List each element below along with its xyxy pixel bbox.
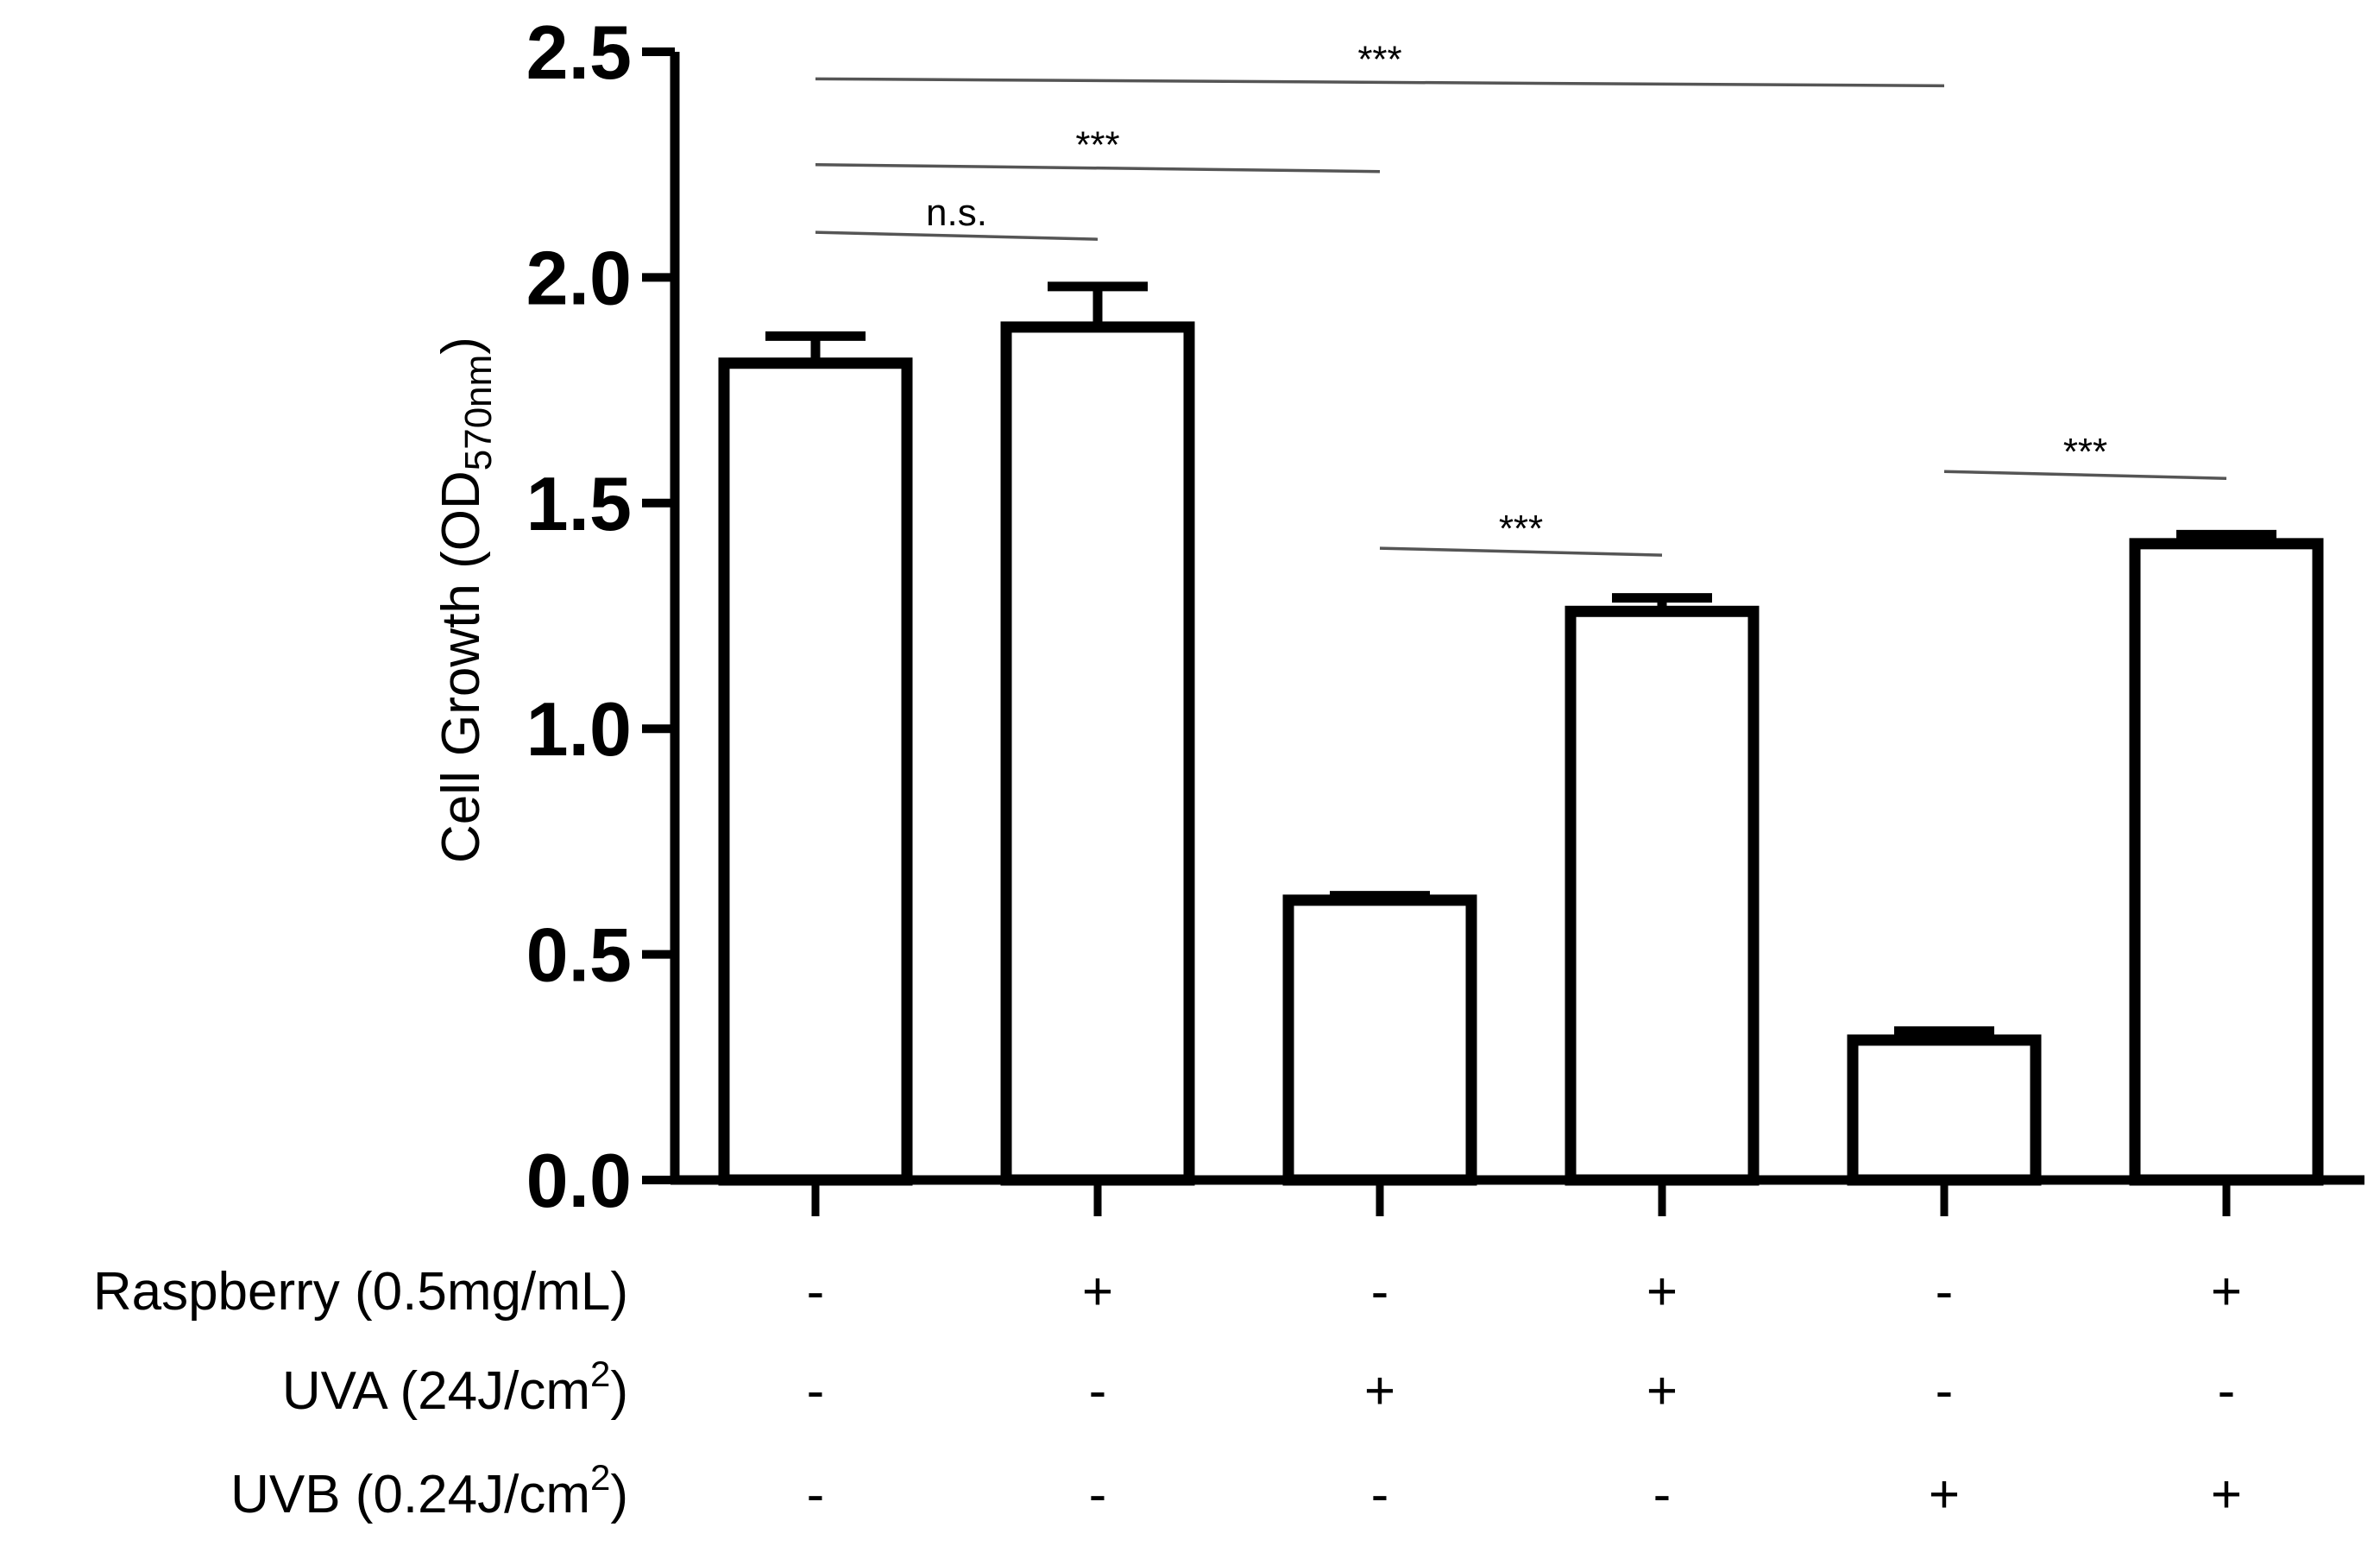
y-axis-title: Cell Growth (OD570nm) bbox=[431, 337, 500, 863]
condition-sign: - bbox=[1089, 1465, 1107, 1524]
significance-line bbox=[1943, 470, 2227, 480]
bars bbox=[718, 281, 2324, 1186]
y-axis-label: Cell Growth (OD570nm) bbox=[431, 337, 500, 863]
x-axis bbox=[671, 1175, 2364, 1216]
y-tick-label: 0.5 bbox=[526, 912, 632, 998]
condition-sign: + bbox=[1364, 1361, 1395, 1421]
condition-sign: + bbox=[2211, 1262, 2242, 1322]
condition-sign: + bbox=[1646, 1262, 1678, 1322]
condition-sign: - bbox=[807, 1465, 825, 1524]
y-tick-label: 0.0 bbox=[526, 1138, 632, 1223]
y-tick-label: 2.5 bbox=[526, 9, 632, 95]
significance-annotations: n.s. *** *** *** *** bbox=[815, 38, 2227, 557]
significance-line bbox=[815, 230, 1099, 241]
bar bbox=[1282, 894, 1477, 1186]
condition-sign: - bbox=[1936, 1262, 1954, 1322]
bar bbox=[1000, 321, 1195, 1186]
significance-line bbox=[815, 162, 1381, 174]
y-tick-label: 1.5 bbox=[526, 461, 632, 546]
y-tick-label: 1.0 bbox=[526, 686, 632, 772]
condition-label: Raspberry (0.5mg/mL) bbox=[93, 1262, 628, 1322]
significance-line bbox=[815, 77, 1945, 88]
significance-label: n.s. bbox=[926, 192, 987, 234]
condition-label: UVB (0.24J/cm2) bbox=[230, 1457, 628, 1524]
condition-sign: - bbox=[1653, 1465, 1672, 1524]
condition-sign: + bbox=[1929, 1465, 1960, 1524]
y-axis: 0.0 0.5 1.0 1.5 2.0 2.5 bbox=[526, 9, 680, 1223]
condition-sign: - bbox=[807, 1361, 825, 1421]
y-tick-label: 2.0 bbox=[526, 235, 632, 320]
condition-sign: - bbox=[1371, 1262, 1389, 1322]
condition-label: UVA (24J/cm2) bbox=[282, 1354, 628, 1421]
bar bbox=[1565, 605, 1760, 1186]
condition-sign: + bbox=[1646, 1361, 1678, 1421]
significance-line bbox=[1379, 546, 1663, 557]
condition-sign: - bbox=[1371, 1465, 1389, 1524]
condition-sign: - bbox=[2218, 1361, 2236, 1421]
condition-sign: + bbox=[2211, 1465, 2242, 1524]
significance-label: *** bbox=[2063, 431, 2107, 473]
condition-sign: - bbox=[1089, 1361, 1107, 1421]
bar bbox=[718, 357, 913, 1186]
bar bbox=[1847, 1034, 2042, 1186]
significance-label: *** bbox=[1075, 124, 1119, 167]
bar bbox=[2129, 538, 2324, 1186]
significance-label: *** bbox=[1499, 508, 1543, 550]
condition-sign: - bbox=[1936, 1361, 1954, 1421]
condition-sign: - bbox=[807, 1262, 825, 1322]
significance-label: *** bbox=[1357, 38, 1401, 80]
condition-sign: + bbox=[1082, 1262, 1113, 1322]
condition-table: Raspberry (0.5mg/mL) - + - + - + UVA (24J/cm2) -… bbox=[93, 1262, 2242, 1524]
